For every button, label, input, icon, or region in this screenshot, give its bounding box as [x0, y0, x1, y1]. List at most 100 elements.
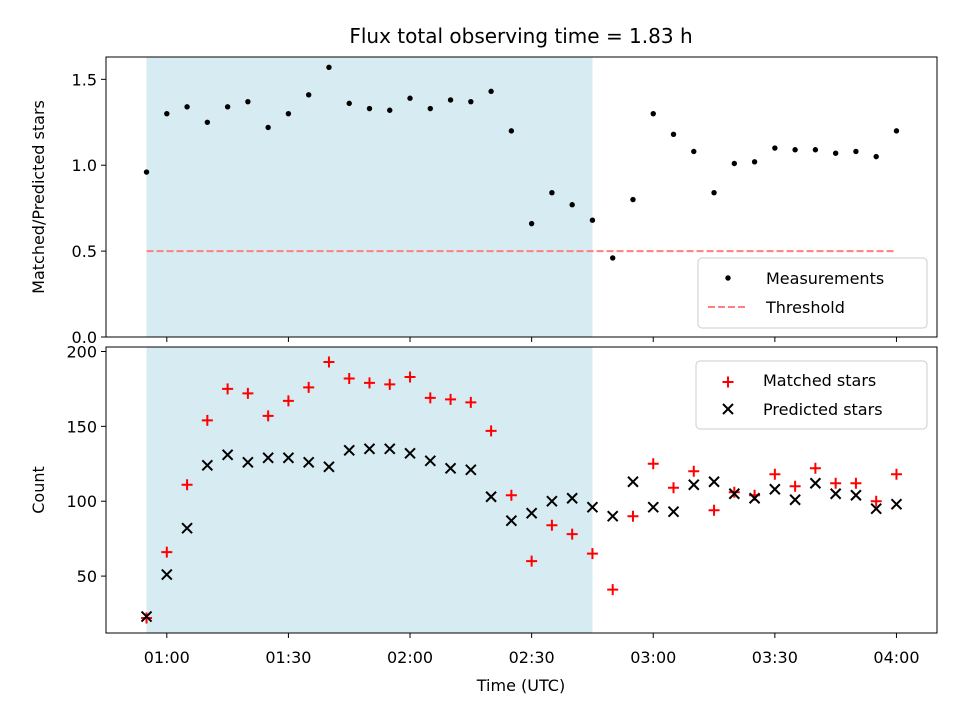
legend-label-threshold: Threshold: [765, 298, 845, 317]
matched-star-point: [465, 396, 477, 408]
matched-star-point: [282, 395, 294, 407]
matched-star-point: [688, 465, 700, 477]
matched-star-point: [485, 425, 497, 437]
top-panel: 0.0 0.5 1.0 1.5 Matched/Predicted stars Measu…: [29, 56, 938, 347]
predicted-star-point: [221, 449, 234, 461]
predicted-star-point: [262, 452, 274, 464]
predicted-star-point: [829, 488, 842, 500]
y-tick-label: 150: [66, 417, 97, 436]
legend-box: [695, 360, 928, 430]
predicted-star-point: [708, 476, 720, 488]
y-tick-label: 100: [66, 492, 97, 511]
measurement-point: [508, 128, 515, 134]
y-tick-label: 50: [77, 567, 97, 586]
predicted-star-point: [789, 494, 801, 506]
measurement-point: [691, 148, 697, 155]
predicted-star-point: [586, 501, 599, 513]
legend-label-measurements: Measurements: [766, 269, 884, 288]
x-tick-label: 02:00: [387, 648, 433, 667]
measurement-point: [184, 104, 190, 110]
measurement-point: [569, 202, 575, 208]
matched-star-point: [607, 584, 619, 596]
matched-star-point: [830, 477, 842, 489]
measurement-point: [751, 159, 758, 165]
measurement-point: [447, 97, 454, 103]
legend-label-matched: Matched stars: [763, 371, 876, 390]
matched-star-point: [728, 486, 740, 498]
measurement-point: [346, 100, 352, 107]
measurement-point: [731, 160, 738, 167]
matched-star-point: [505, 489, 517, 501]
matched-star-point: [201, 414, 213, 426]
predicted-star-point: [890, 498, 903, 510]
measurement-point: [387, 107, 393, 113]
measurement-point: [549, 190, 555, 196]
x-tick-label: 01:00: [144, 648, 190, 667]
matched-star-point: [627, 510, 639, 522]
predicted-star-point: [404, 447, 416, 460]
predicted-star-point: [688, 479, 700, 491]
matched-star-point: [343, 372, 355, 384]
matched-star-point: [789, 480, 801, 492]
matched-star-point: [161, 546, 173, 558]
measurement-point: [305, 92, 312, 98]
predicted-star-point: [809, 477, 822, 489]
predicted-star-point: [424, 455, 437, 467]
matched-star-point: [262, 410, 274, 422]
x-tick-label: 02:30: [509, 648, 555, 667]
measurement-point: [468, 98, 474, 105]
measurement-point: [630, 196, 636, 203]
measurement-point: [164, 110, 170, 117]
predicted-star-point: [505, 514, 518, 527]
matched-star-point: [323, 356, 335, 368]
matched-star-point: [668, 482, 680, 494]
predicted-star-point: [323, 461, 335, 473]
y-axis-label: Count: [29, 466, 48, 514]
chart-title: Flux total observing time = 1.83 h: [349, 24, 692, 48]
legend-box: [697, 257, 928, 329]
predicted-star-point: [282, 452, 295, 464]
measurement-point: [407, 95, 413, 101]
matched-star-point: [566, 528, 578, 540]
measurement-point: [245, 98, 251, 105]
predicted-star-point: [728, 488, 741, 500]
measurement-point: [143, 169, 150, 175]
matched-star-point: [303, 381, 315, 393]
predicted-star-point: [769, 483, 781, 495]
matched-star-point: [890, 468, 902, 480]
measurement-point: [265, 124, 271, 131]
matched-star-point: [141, 612, 153, 624]
matched-star-point: [546, 519, 558, 531]
matched-star-point: [181, 479, 193, 491]
axes-frame: [105, 56, 938, 338]
legend-marker-measurements: [725, 275, 731, 281]
predicted-star-point: [302, 456, 315, 469]
matched-star-point: [850, 477, 862, 489]
predicted-star-point: [606, 510, 619, 522]
bottom-panel: 50 100 150 200 01:00 01:30 02:00 02:30 03:00 03:3…: [29, 342, 938, 695]
y-tick-label: 200: [66, 342, 97, 361]
measurement-point: [366, 105, 373, 112]
matched-star-point: [363, 377, 375, 389]
predicted-star-point: [647, 501, 659, 513]
matched-star-point: [404, 371, 416, 383]
predicted-star-point: [140, 610, 153, 623]
y-tick-label: 0.0: [72, 328, 97, 347]
shaded-observing-span: [146, 347, 593, 633]
legend-marker-matched: [722, 376, 734, 388]
y-tick-label: 1.0: [72, 156, 97, 175]
predicted-star-point: [363, 443, 376, 455]
measurement-point: [711, 190, 717, 196]
shaded-observing-span: [146, 57, 593, 337]
measurement-point: [589, 217, 596, 223]
measurement-point: [812, 147, 819, 153]
measurement-point: [488, 88, 494, 95]
matched-star-point: [526, 555, 538, 567]
matched-star-point: [769, 468, 781, 480]
legend-label-predicted: Predicted stars: [763, 400, 883, 419]
x-tick-label: 03:30: [752, 648, 798, 667]
measurement-point: [427, 105, 433, 112]
measurement-point: [832, 150, 839, 156]
y-tick-label: 0.5: [72, 242, 97, 261]
predicted-star-point: [444, 462, 457, 474]
